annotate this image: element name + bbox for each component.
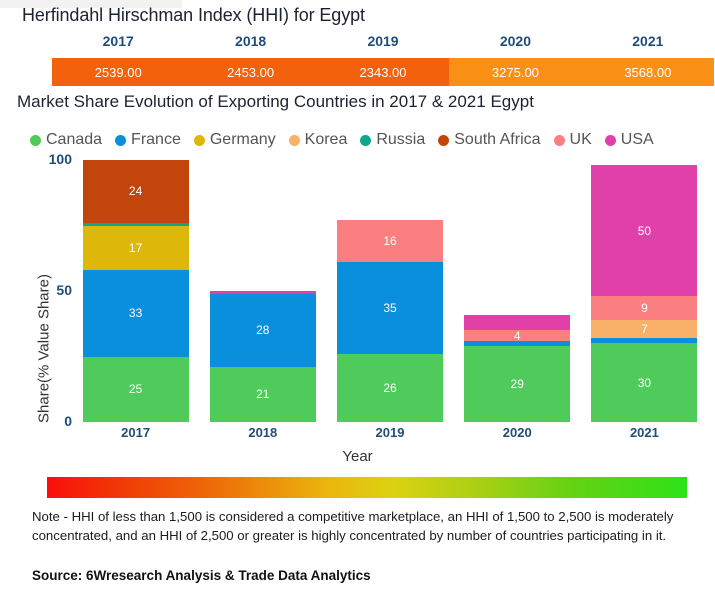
legend-swatch-icon <box>553 134 565 146</box>
hhi-value-2020: 3275.00 <box>449 58 582 86</box>
hhi-year-2021: 2021 <box>632 33 664 49</box>
bar-slot-2017: 24 17 33 25 <box>72 160 199 422</box>
stacked-bar-2019[interactable]: 16 35 26 <box>337 160 443 422</box>
stacked-bar-chart: Share(% Value Share) 0 50 100 24 17 33 25 28 21… <box>0 151 715 465</box>
y-tick-0: 0 <box>64 413 72 429</box>
bar-segment-france-2018[interactable]: 28 <box>209 293 316 367</box>
footnote-text: Note - HHI of less than 1,500 is conside… <box>32 509 674 543</box>
legend-item-russia[interactable]: Russia <box>360 131 425 149</box>
bar-segment-germany-2017[interactable]: 17 <box>82 225 189 271</box>
legend-item-canada[interactable]: Canada <box>30 131 102 149</box>
x-tick-2017: 2017 <box>121 425 151 440</box>
hhi-value-bar: 2539.00 2453.00 2343.00 3275.00 3568.00 <box>52 58 714 86</box>
bar-segment-france-2021[interactable] <box>591 338 698 344</box>
legend-label: USA <box>620 131 654 148</box>
hhi-value-2018: 2453.00 <box>184 58 317 86</box>
legend-swatch-icon <box>30 134 41 146</box>
legend-item-usa[interactable]: USA <box>604 131 654 149</box>
legend-item-france[interactable]: France <box>115 131 181 149</box>
legend-label: South Africa <box>454 131 541 148</box>
legend-label: France <box>131 131 181 148</box>
bar-slot-2020: 4 29 <box>454 160 581 422</box>
x-tick-2021: 2021 <box>629 425 659 440</box>
bar-slot-2018: 28 21 <box>199 160 326 422</box>
hhi-year-2020: 2020 <box>499 33 531 49</box>
legend-label: Russia <box>376 131 426 148</box>
y-axis: Share(% Value Share) 0 50 100 <box>20 151 73 429</box>
legend-swatch-icon <box>193 134 205 146</box>
stacked-bar-2021[interactable]: 50 9 7 30 <box>591 160 698 422</box>
bar-slot-2019: 16 35 26 <box>326 160 453 422</box>
bar-segment-canada-2019[interactable]: 26 <box>337 353 443 422</box>
legend-item-uk[interactable]: UK <box>553 131 592 149</box>
bar-segment-canada-2021[interactable]: 30 <box>591 343 698 422</box>
bar-segment-canada-2020[interactable]: 29 <box>464 346 571 422</box>
bar-segment-usa-2021[interactable]: 50 <box>591 165 698 297</box>
hhi-value-2021: 3568.00 <box>581 58 714 86</box>
hhi-year-header: 2017 2018 2019 2020 2021 <box>52 33 714 55</box>
chart-legend: Canada France Germany Korea Russia South Afri… <box>30 128 690 152</box>
legend-item-germany[interactable]: Germany <box>193 131 276 149</box>
hhi-value-2019: 2343.00 <box>316 58 450 86</box>
bar-segment-france-2019[interactable]: 35 <box>337 262 443 354</box>
y-tick-100: 100 <box>48 151 72 167</box>
bar-segment-uk-2019[interactable]: 16 <box>337 220 443 263</box>
bar-segment-uk-2020[interactable]: 4 <box>464 330 571 341</box>
legend-item-south-africa[interactable]: South Africa <box>438 131 541 149</box>
source-text: Source: 6Wresearch Analysis & Trade Data… <box>32 568 371 583</box>
x-tick-2018: 2018 <box>248 425 278 440</box>
legend-swatch-icon <box>115 134 127 146</box>
x-tick-2019: 2019 <box>375 425 405 440</box>
legend-label: UK <box>569 131 592 148</box>
legend-label: Korea <box>304 131 348 148</box>
hhi-year-2017: 2017 <box>102 33 134 49</box>
bar-slot-2021: 50 9 7 30 <box>581 160 708 422</box>
bar-segment-canada-2018[interactable]: 21 <box>209 366 316 422</box>
bar-segment-usa-2018[interactable] <box>209 291 316 294</box>
stacked-bar-2018[interactable]: 28 21 <box>209 160 316 422</box>
x-tick-2020: 2020 <box>502 425 532 440</box>
bar-segment-russia-2017[interactable] <box>82 222 189 226</box>
stacked-bar-2017[interactable]: 24 17 33 25 <box>82 160 189 422</box>
legend-swatch-icon <box>604 134 616 146</box>
y-tick-50: 50 <box>56 282 72 298</box>
page-title: Herfindahl Hirschman Index (HHI) for Egy… <box>22 5 365 25</box>
legend-label: Canada <box>46 131 103 148</box>
hhi-value-2017: 2539.00 <box>52 58 185 86</box>
legend-swatch-icon <box>360 134 372 146</box>
legend-label: Germany <box>209 131 276 148</box>
bar-segment-south-africa-2017[interactable]: 24 <box>82 160 189 223</box>
bar-segment-france-2017[interactable]: 33 <box>82 270 189 357</box>
top-edge-strip <box>0 0 182 8</box>
bar-segment-korea-2021[interactable]: 7 <box>591 319 698 339</box>
x-axis-label: Year <box>342 448 373 465</box>
hhi-year-2019: 2019 <box>367 33 399 49</box>
legend-item-korea[interactable]: Korea <box>288 131 348 149</box>
bar-segment-uk-2021[interactable]: 9 <box>591 296 698 320</box>
legend-swatch-icon <box>438 134 450 146</box>
stacked-bar-2020[interactable]: 4 29 <box>464 160 571 422</box>
bar-segment-france-2020[interactable] <box>464 340 571 347</box>
bar-group-container: 24 17 33 25 28 21 16 35 26 4 29 50 9 7 30 <box>72 160 708 422</box>
hhi-year-2018: 2018 <box>235 33 267 49</box>
chart-subtitle: Market Share Evolution of Exporting Coun… <box>17 92 534 111</box>
bar-segment-usa-2020[interactable] <box>464 314 571 331</box>
hhi-gradient-scale-bar <box>47 477 687 498</box>
bar-segment-canada-2017[interactable]: 25 <box>82 356 189 422</box>
x-axis-ticks: 2017 2018 2019 2020 2021 <box>72 425 708 445</box>
legend-swatch-icon <box>288 134 300 146</box>
